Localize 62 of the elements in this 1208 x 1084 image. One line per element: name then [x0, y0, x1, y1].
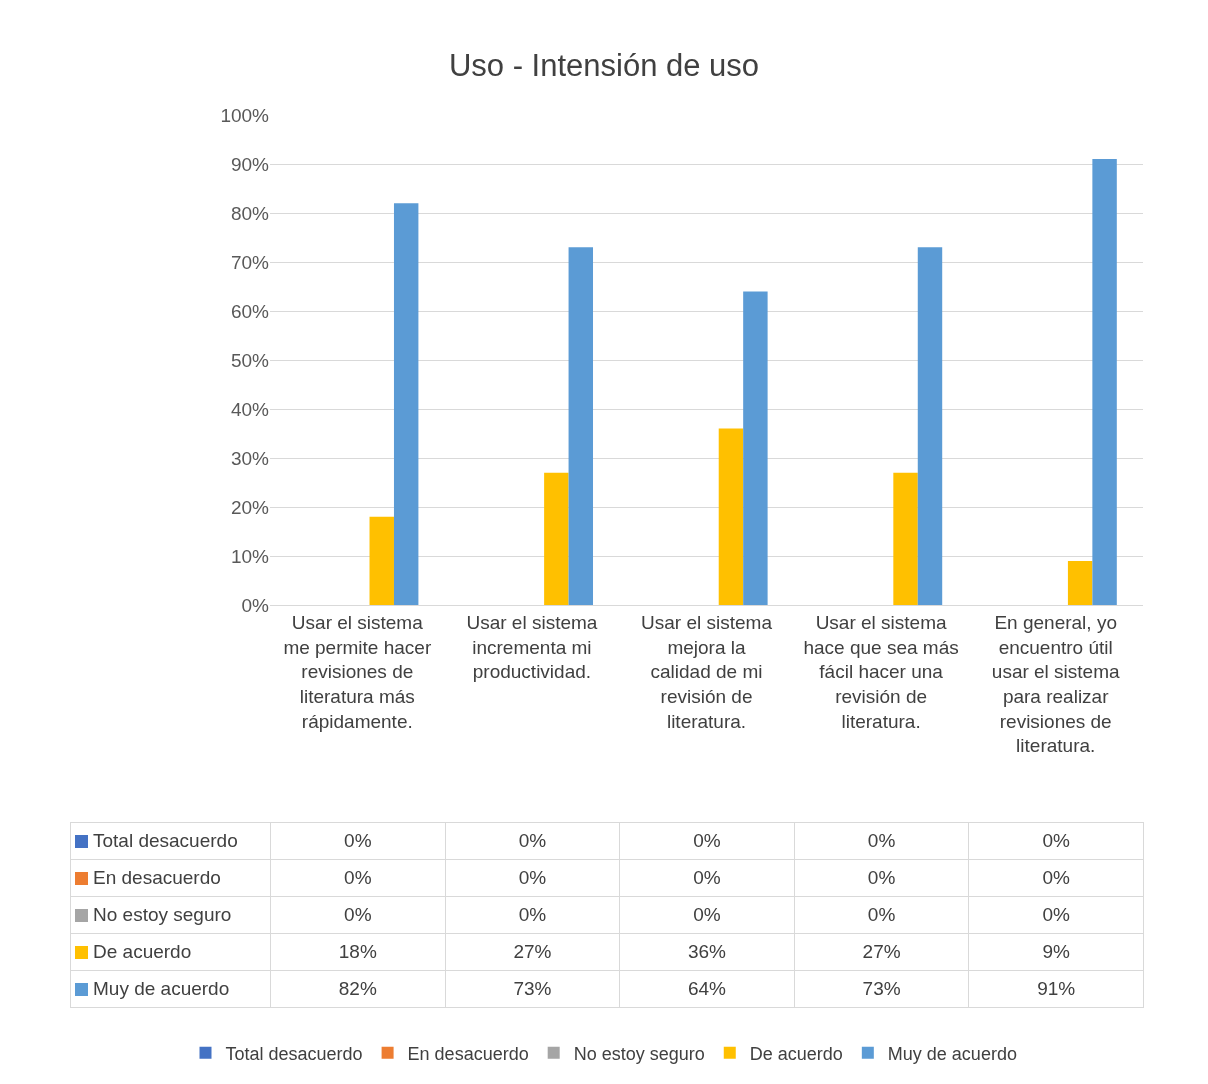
data-label: 0% — [619, 822, 795, 860]
x-tick-label: En general, yo encuentro útil usar el sistema para realizar revisiones de literatura. — [991, 611, 1121, 757]
bar — [1092, 159, 1117, 605]
legend-label: Muy de acuerdo — [93, 978, 230, 999]
data-label: 0% — [968, 896, 1144, 934]
data-label: 82% — [270, 970, 446, 1008]
data-label: 0% — [270, 822, 446, 860]
y-tick-label: 60% — [230, 300, 270, 322]
legend-label: En desacuerdo — [407, 1043, 529, 1064]
data-label: 0% — [270, 896, 446, 934]
bar — [1067, 560, 1093, 605]
y-tick-label: 10% — [230, 545, 270, 567]
data-label: 0% — [968, 859, 1144, 897]
y-tick-label: 0% — [241, 594, 270, 616]
y-tick-label: 20% — [230, 496, 270, 518]
data-label: 27% — [794, 933, 969, 971]
data-label: 0% — [445, 859, 620, 897]
bar — [718, 428, 744, 605]
data-label: 0% — [619, 896, 795, 934]
data-label: 91% — [968, 970, 1144, 1008]
data-label: 18% — [270, 933, 446, 971]
bar — [743, 291, 768, 605]
data-label: 27% — [445, 933, 620, 971]
data-label: 0% — [270, 859, 446, 897]
data-label: 64% — [619, 970, 795, 1008]
data-label: 36% — [619, 933, 795, 971]
y-tick-label: 100% — [220, 104, 270, 126]
bar — [917, 247, 943, 605]
bar — [369, 516, 394, 605]
text: Total desacuerdo — [93, 830, 238, 851]
data-label: 0% — [619, 859, 795, 897]
bar — [544, 472, 569, 605]
text: No estoy seguro — [93, 904, 232, 925]
data-label: 0% — [968, 822, 1144, 860]
y-tick-label: 70% — [230, 251, 270, 273]
data-label: 73% — [794, 970, 969, 1008]
y-tick-label: 40% — [230, 398, 270, 420]
data-label: 0% — [794, 859, 969, 897]
x-tick-label: Usar el sistema incrementa mi productividad. — [466, 611, 598, 683]
text: De acuerdo — [749, 1043, 843, 1064]
data-label: 9% — [968, 933, 1144, 971]
chart-title: Uso - Intensión de uso — [448, 47, 760, 83]
legend-label: De acuerdo — [93, 941, 192, 962]
legend-label: Total desacuerdo — [225, 1043, 363, 1064]
y-tick-label: 50% — [230, 349, 270, 371]
data-label: 0% — [445, 822, 620, 860]
data-label: 73% — [445, 970, 620, 1008]
text: En desacuerdo — [93, 867, 221, 888]
data-label: 0% — [445, 896, 620, 934]
data-label: 0% — [794, 896, 969, 934]
y-tick-label: 30% — [230, 447, 270, 469]
x-tick-label: Usar el sistema mejora la calidad de mi revisión de literatura. — [641, 611, 773, 732]
text: Muy de acuerdo — [887, 1043, 1017, 1064]
data-label: 0% — [794, 822, 969, 860]
y-tick-label: 90% — [230, 153, 270, 175]
bar — [393, 203, 419, 605]
y-tick-label: 80% — [230, 202, 270, 224]
legend-label: No estoy seguro — [573, 1043, 705, 1064]
x-tick-label: Usar el sistema hace que sea más fácil hacer una revisión de literatura. — [803, 611, 959, 732]
bar — [568, 247, 594, 605]
bar — [893, 472, 918, 605]
x-tick-label: Usar el sistema me permite hacer revisiones de literatura más rápidamente. — [283, 611, 432, 732]
